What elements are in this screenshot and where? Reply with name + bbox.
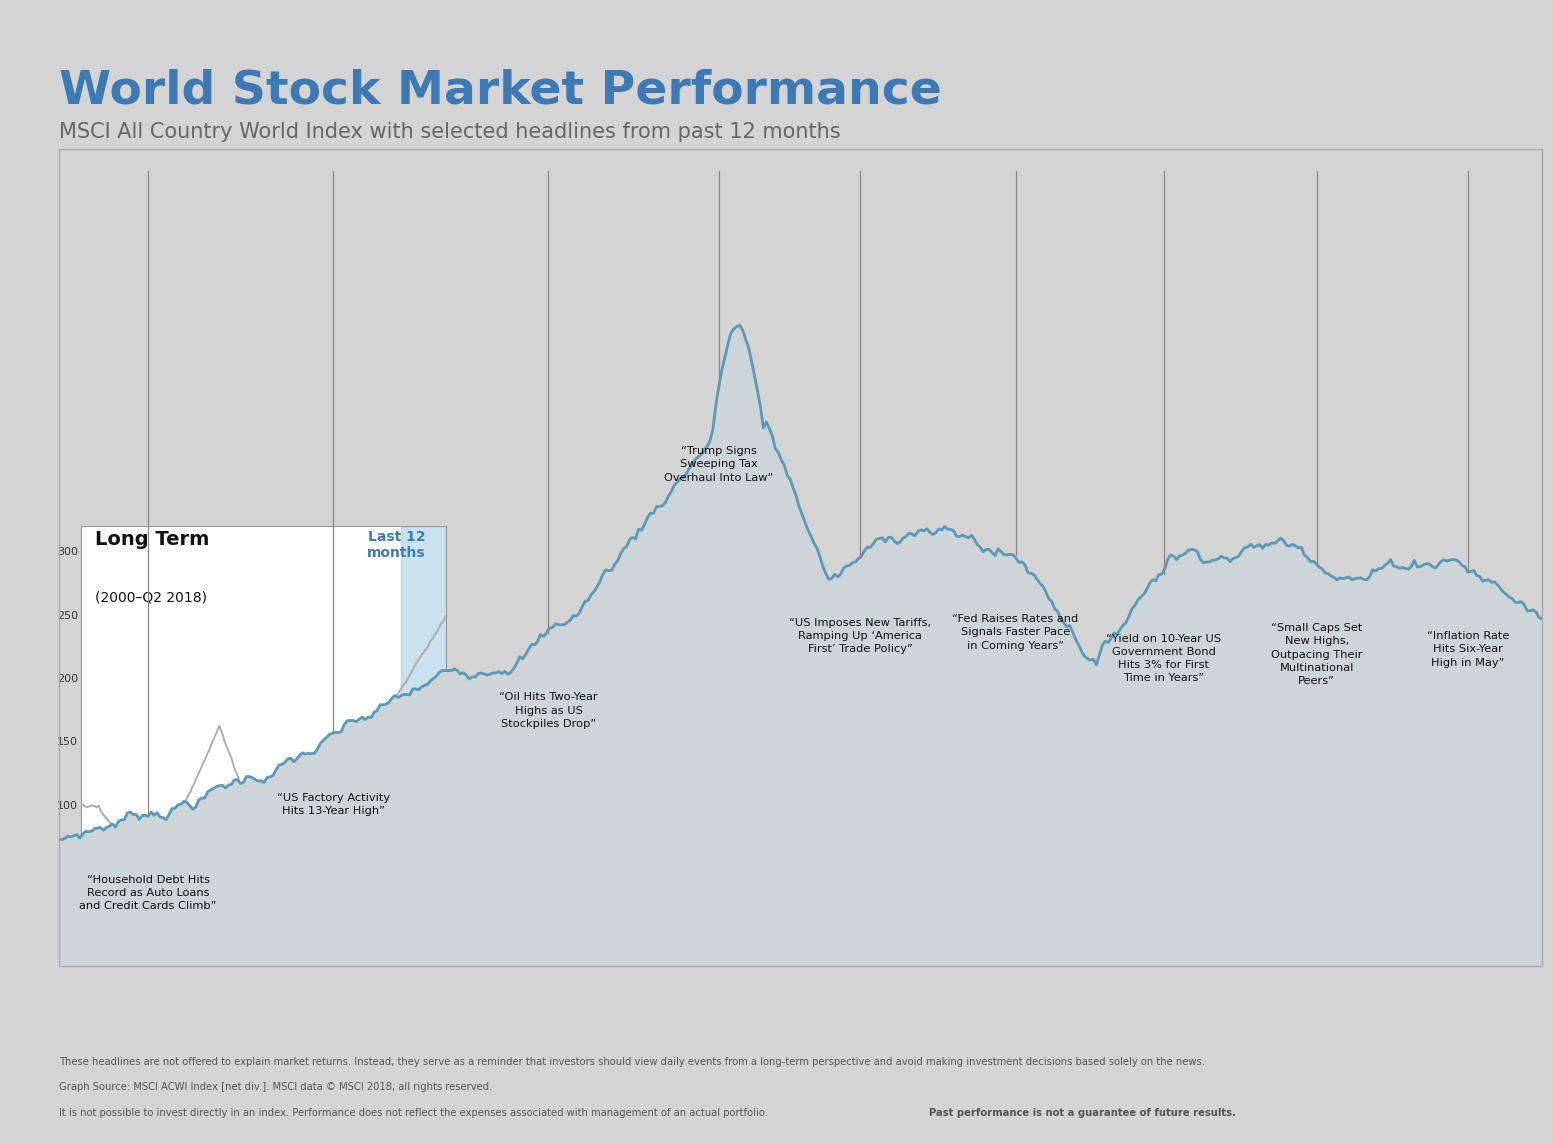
Text: “Trump Signs
Sweeping Tax
Overhaul Into Law”: “Trump Signs Sweeping Tax Overhaul Into …	[665, 446, 773, 482]
Text: “Fed Raises Rates and
Signals Faster Pace
in Coming Years”: “Fed Raises Rates and Signals Faster Pac…	[952, 614, 1079, 650]
Text: “Small Caps Set
New Highs,
Outpacing Their
Multinational
Peers”: “Small Caps Set New Highs, Outpacing The…	[1270, 623, 1362, 686]
Text: It is not possible to invest directly in an index. Performance does not reflect : It is not possible to invest directly in…	[59, 1108, 772, 1118]
Text: Graph Source: MSCI ACWI Index [net div.]. MSCI data © MSCI 2018, all rights rese: Graph Source: MSCI ACWI Index [net div.]…	[59, 1082, 492, 1093]
Text: “Inflation Rate
Hits Six-Year
High in May”: “Inflation Rate Hits Six-Year High in Ma…	[1427, 631, 1510, 668]
Text: (2000–Q2 2018): (2000–Q2 2018)	[95, 591, 208, 605]
Text: World Stock Market Performance: World Stock Market Performance	[59, 69, 941, 113]
Text: “Household Debt Hits
Record as Auto Loans
and Credit Cards Climb”: “Household Debt Hits Record as Auto Loan…	[79, 874, 217, 911]
Text: “Yield on 10-Year US
Government Bond
Hits 3% for First
Time in Years”: “Yield on 10-Year US Government Bond Hit…	[1106, 633, 1222, 684]
Text: Last 12
months: Last 12 months	[367, 530, 426, 560]
Text: “US Factory Activity
Hits 13-Year High”: “US Factory Activity Hits 13-Year High”	[276, 792, 390, 816]
Text: Past performance is not a guarantee of future results.: Past performance is not a guarantee of f…	[929, 1108, 1236, 1118]
Text: Long Term: Long Term	[95, 530, 210, 549]
Text: “Oil Hits Two-Year
Highs as US
Stockpiles Drop”: “Oil Hits Two-Year Highs as US Stockpile…	[499, 693, 598, 729]
Text: These headlines are not offered to explain market returns. Instead, they serve a: These headlines are not offered to expla…	[59, 1057, 1205, 1068]
Text: “US Imposes New Tariffs,
Ramping Up ‘America
First’ Trade Policy”: “US Imposes New Tariffs, Ramping Up ‘Ame…	[789, 617, 930, 654]
Text: MSCI All Country World Index with selected headlines from past 12 months: MSCI All Country World Index with select…	[59, 122, 840, 142]
